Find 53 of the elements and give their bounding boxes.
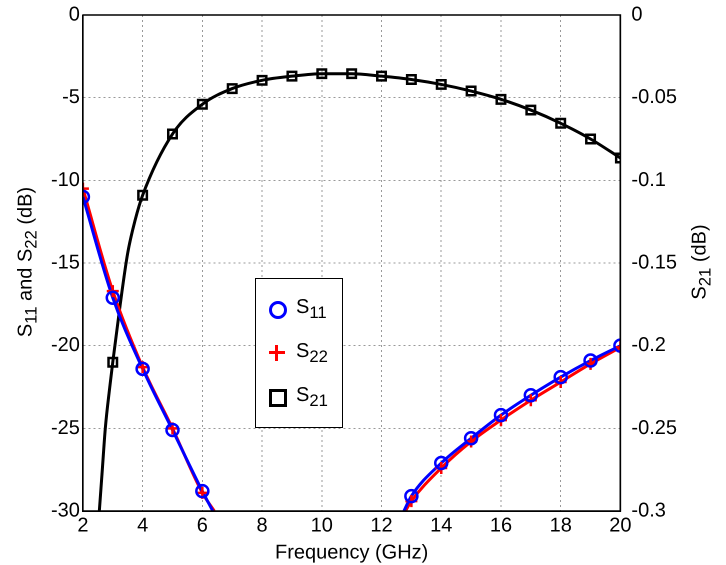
legend-label: S$_{22}$ <box>296 340 328 366</box>
y-tick-label: -15 <box>51 252 80 274</box>
y2-tick-label: 0 <box>631 4 643 26</box>
x-tick-label: 4 <box>137 514 148 537</box>
point <box>583 353 598 368</box>
x-tick-label: 2 <box>77 514 88 537</box>
legend-label: S$_{21}$ <box>296 384 328 410</box>
x-axis-title: Frequency (GHz) <box>274 542 428 564</box>
point <box>346 68 358 80</box>
x-tick-label: 12 <box>370 514 393 537</box>
point <box>376 70 388 82</box>
y-tick-label: -5 <box>62 86 80 108</box>
y2-tick-label: -0.3 <box>631 500 666 522</box>
point <box>256 74 268 86</box>
point <box>316 68 328 80</box>
point <box>553 370 568 384</box>
x-tick-label: 6 <box>196 514 208 537</box>
x-tick-label: 8 <box>256 514 268 537</box>
point <box>525 104 536 116</box>
x-tick-label: 20 <box>609 514 632 537</box>
y-tick-label: -25 <box>51 416 80 439</box>
point <box>106 290 120 305</box>
x-tick-label: 16 <box>490 514 512 537</box>
point <box>286 70 298 82</box>
y2-tick-label: -0.05 <box>631 86 678 108</box>
point <box>406 74 417 85</box>
point <box>555 118 566 129</box>
point <box>524 388 538 403</box>
legend-label: S$_{11}$ <box>296 296 327 322</box>
y-tick-label: -30 <box>51 500 80 522</box>
y2-tick-label: -0.15 <box>631 252 678 274</box>
point <box>107 356 118 368</box>
y-tick-label: -10 <box>51 168 80 191</box>
y-tick-label: 0 <box>68 4 80 26</box>
x-tick-label: 18 <box>550 514 572 537</box>
point <box>466 86 477 97</box>
y2-tick-label: -0.2 <box>631 334 666 356</box>
x-tick-label: 10 <box>310 514 333 537</box>
y2-tick-label: -0.1 <box>631 168 666 191</box>
point <box>404 488 419 504</box>
point <box>137 190 148 201</box>
point <box>464 431 478 446</box>
point <box>434 456 448 470</box>
point <box>436 78 447 90</box>
x-tick-label: 14 <box>430 514 452 537</box>
y-tick-label: -20 <box>51 334 80 356</box>
point <box>167 128 178 140</box>
point <box>585 134 596 144</box>
point <box>494 408 508 422</box>
point <box>226 83 238 94</box>
point <box>196 98 208 110</box>
point <box>495 94 506 105</box>
y2-tick-label: -0.25 <box>631 416 678 439</box>
